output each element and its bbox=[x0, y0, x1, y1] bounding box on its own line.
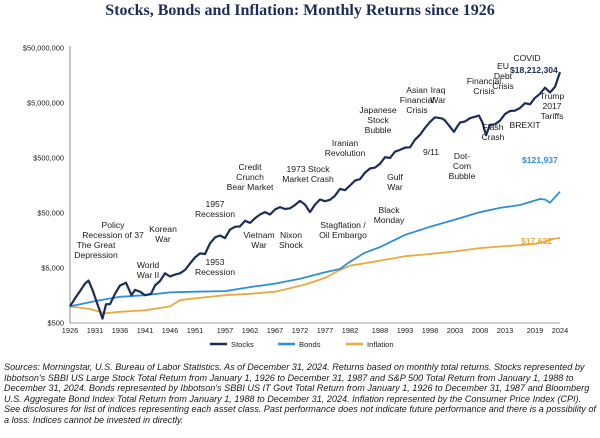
x-tick-label: 2008 bbox=[472, 326, 488, 335]
x-tick-label: 1972 bbox=[292, 326, 308, 335]
footnote-sources: Sources: Morningstar, U.S. Bureau of Lab… bbox=[4, 362, 590, 404]
annotation-label: 1953 Recession bbox=[195, 257, 235, 277]
annotation-label: 1973 Stock Market Crash bbox=[282, 164, 334, 184]
x-tick-label: 1982 bbox=[342, 326, 358, 335]
annotation-label: Iraq War bbox=[430, 85, 446, 105]
y-tick-label: $5,000,000 bbox=[27, 99, 64, 108]
annotation-label: Trump 2017 Tariffs bbox=[540, 91, 565, 121]
x-tick-label: 1926 bbox=[62, 326, 78, 335]
x-tick-label: 1967 bbox=[267, 326, 283, 335]
legend-label-inflation: Inflation bbox=[367, 340, 394, 349]
x-tick-label: 1951 bbox=[187, 326, 203, 335]
end-label-inflation: $17,632 bbox=[521, 236, 552, 246]
annotation-label: Vietnam War bbox=[243, 230, 274, 250]
x-axis: 1926 1931 1936 1941 1946 1951 1957 1962 1967 1972… bbox=[62, 326, 568, 335]
y-tick-label: $500,000 bbox=[33, 154, 64, 163]
x-tick-label: 1957 bbox=[217, 326, 233, 335]
annotation-label: Financial Crisis bbox=[467, 76, 501, 96]
annotation-label: Black Monday bbox=[374, 205, 405, 225]
y-tick-label: $5,000 bbox=[41, 264, 64, 273]
annotation-label: Iranian Revolution bbox=[325, 138, 366, 158]
annotation-label: Credit Crunch Bear Market bbox=[227, 162, 274, 192]
x-tick-label: 1931 bbox=[87, 326, 103, 335]
annotation-label: Stagflation / Oil Embargo bbox=[319, 220, 367, 240]
x-tick-label: 2013 bbox=[497, 326, 513, 335]
annotation-label: Nixon Shock bbox=[279, 230, 304, 250]
legend-label-stocks: Stocks bbox=[231, 340, 254, 349]
legend-label-bonds: Bonds bbox=[299, 340, 321, 349]
annotation-label: World War II bbox=[137, 260, 160, 280]
annotation-label: COVID bbox=[513, 53, 540, 63]
x-tick-label: 1946 bbox=[162, 326, 178, 335]
annotation-label: Dot-Com Bubble bbox=[449, 151, 476, 181]
y-tick-label: $50,000,000 bbox=[23, 44, 64, 53]
annotation-label: 9/11 bbox=[423, 147, 439, 157]
returns-line-chart: $500 $5,000 $50,000 $500,000 $5,000,000 $50,0… bbox=[23, 44, 568, 350]
y-tick-label: $50,000 bbox=[37, 209, 64, 218]
annotation-label: The Great Depression bbox=[74, 240, 118, 260]
legend: Stocks Bonds Inflation bbox=[210, 340, 394, 349]
x-tick-label: 1941 bbox=[137, 326, 153, 335]
end-label-stocks: $18,212,304 bbox=[510, 65, 558, 75]
annotation-label: Gulf War bbox=[387, 172, 403, 192]
x-tick-label: 2019 bbox=[527, 326, 543, 335]
series-line-inflation bbox=[69, 237, 561, 315]
footnote: Sources: Morningstar, U.S. Bureau of Lab… bbox=[4, 362, 596, 426]
series-line-stocks bbox=[69, 71, 562, 320]
annotation-label: Policy Recession of 37 bbox=[82, 220, 144, 240]
x-tick-label: 1962 bbox=[242, 326, 258, 335]
series-lines bbox=[69, 71, 562, 320]
x-tick-label: 1993 bbox=[397, 326, 413, 335]
x-tick-label: 1998 bbox=[422, 326, 438, 335]
y-tick-label: $500 bbox=[48, 319, 64, 328]
x-tick-label: 2003 bbox=[447, 326, 463, 335]
annotation-label: 1957 Recession bbox=[195, 199, 235, 219]
end-value-labels: $18,212,304 $121,937 $17,632 bbox=[510, 65, 558, 246]
footnote-disclosures: See disclosures for list of indices repr… bbox=[4, 404, 596, 425]
annotation-label: EU Debt Crisis bbox=[492, 61, 513, 91]
annotation-label: Korean War bbox=[149, 224, 177, 244]
x-tick-label: 2024 bbox=[552, 326, 568, 335]
x-tick-label: 1977 bbox=[317, 326, 333, 335]
chart-title: Stocks, Bonds and Inflation: Monthly Ret… bbox=[105, 2, 495, 19]
annotation-label: BREXIT bbox=[509, 120, 541, 130]
series-line-bonds bbox=[69, 191, 561, 308]
annotation-label: Asian Financial Crisis bbox=[400, 85, 434, 115]
x-tick-label: 1988 bbox=[372, 326, 388, 335]
y-axis: $500 $5,000 $50,000 $500,000 $5,000,000 $50,0… bbox=[23, 44, 560, 328]
annotation-label: Flash Crash bbox=[482, 122, 505, 142]
annotation-label: Japanese Stock Bubble bbox=[359, 105, 396, 135]
end-label-bonds: $121,937 bbox=[522, 155, 558, 165]
x-tick-label: 1936 bbox=[112, 326, 128, 335]
